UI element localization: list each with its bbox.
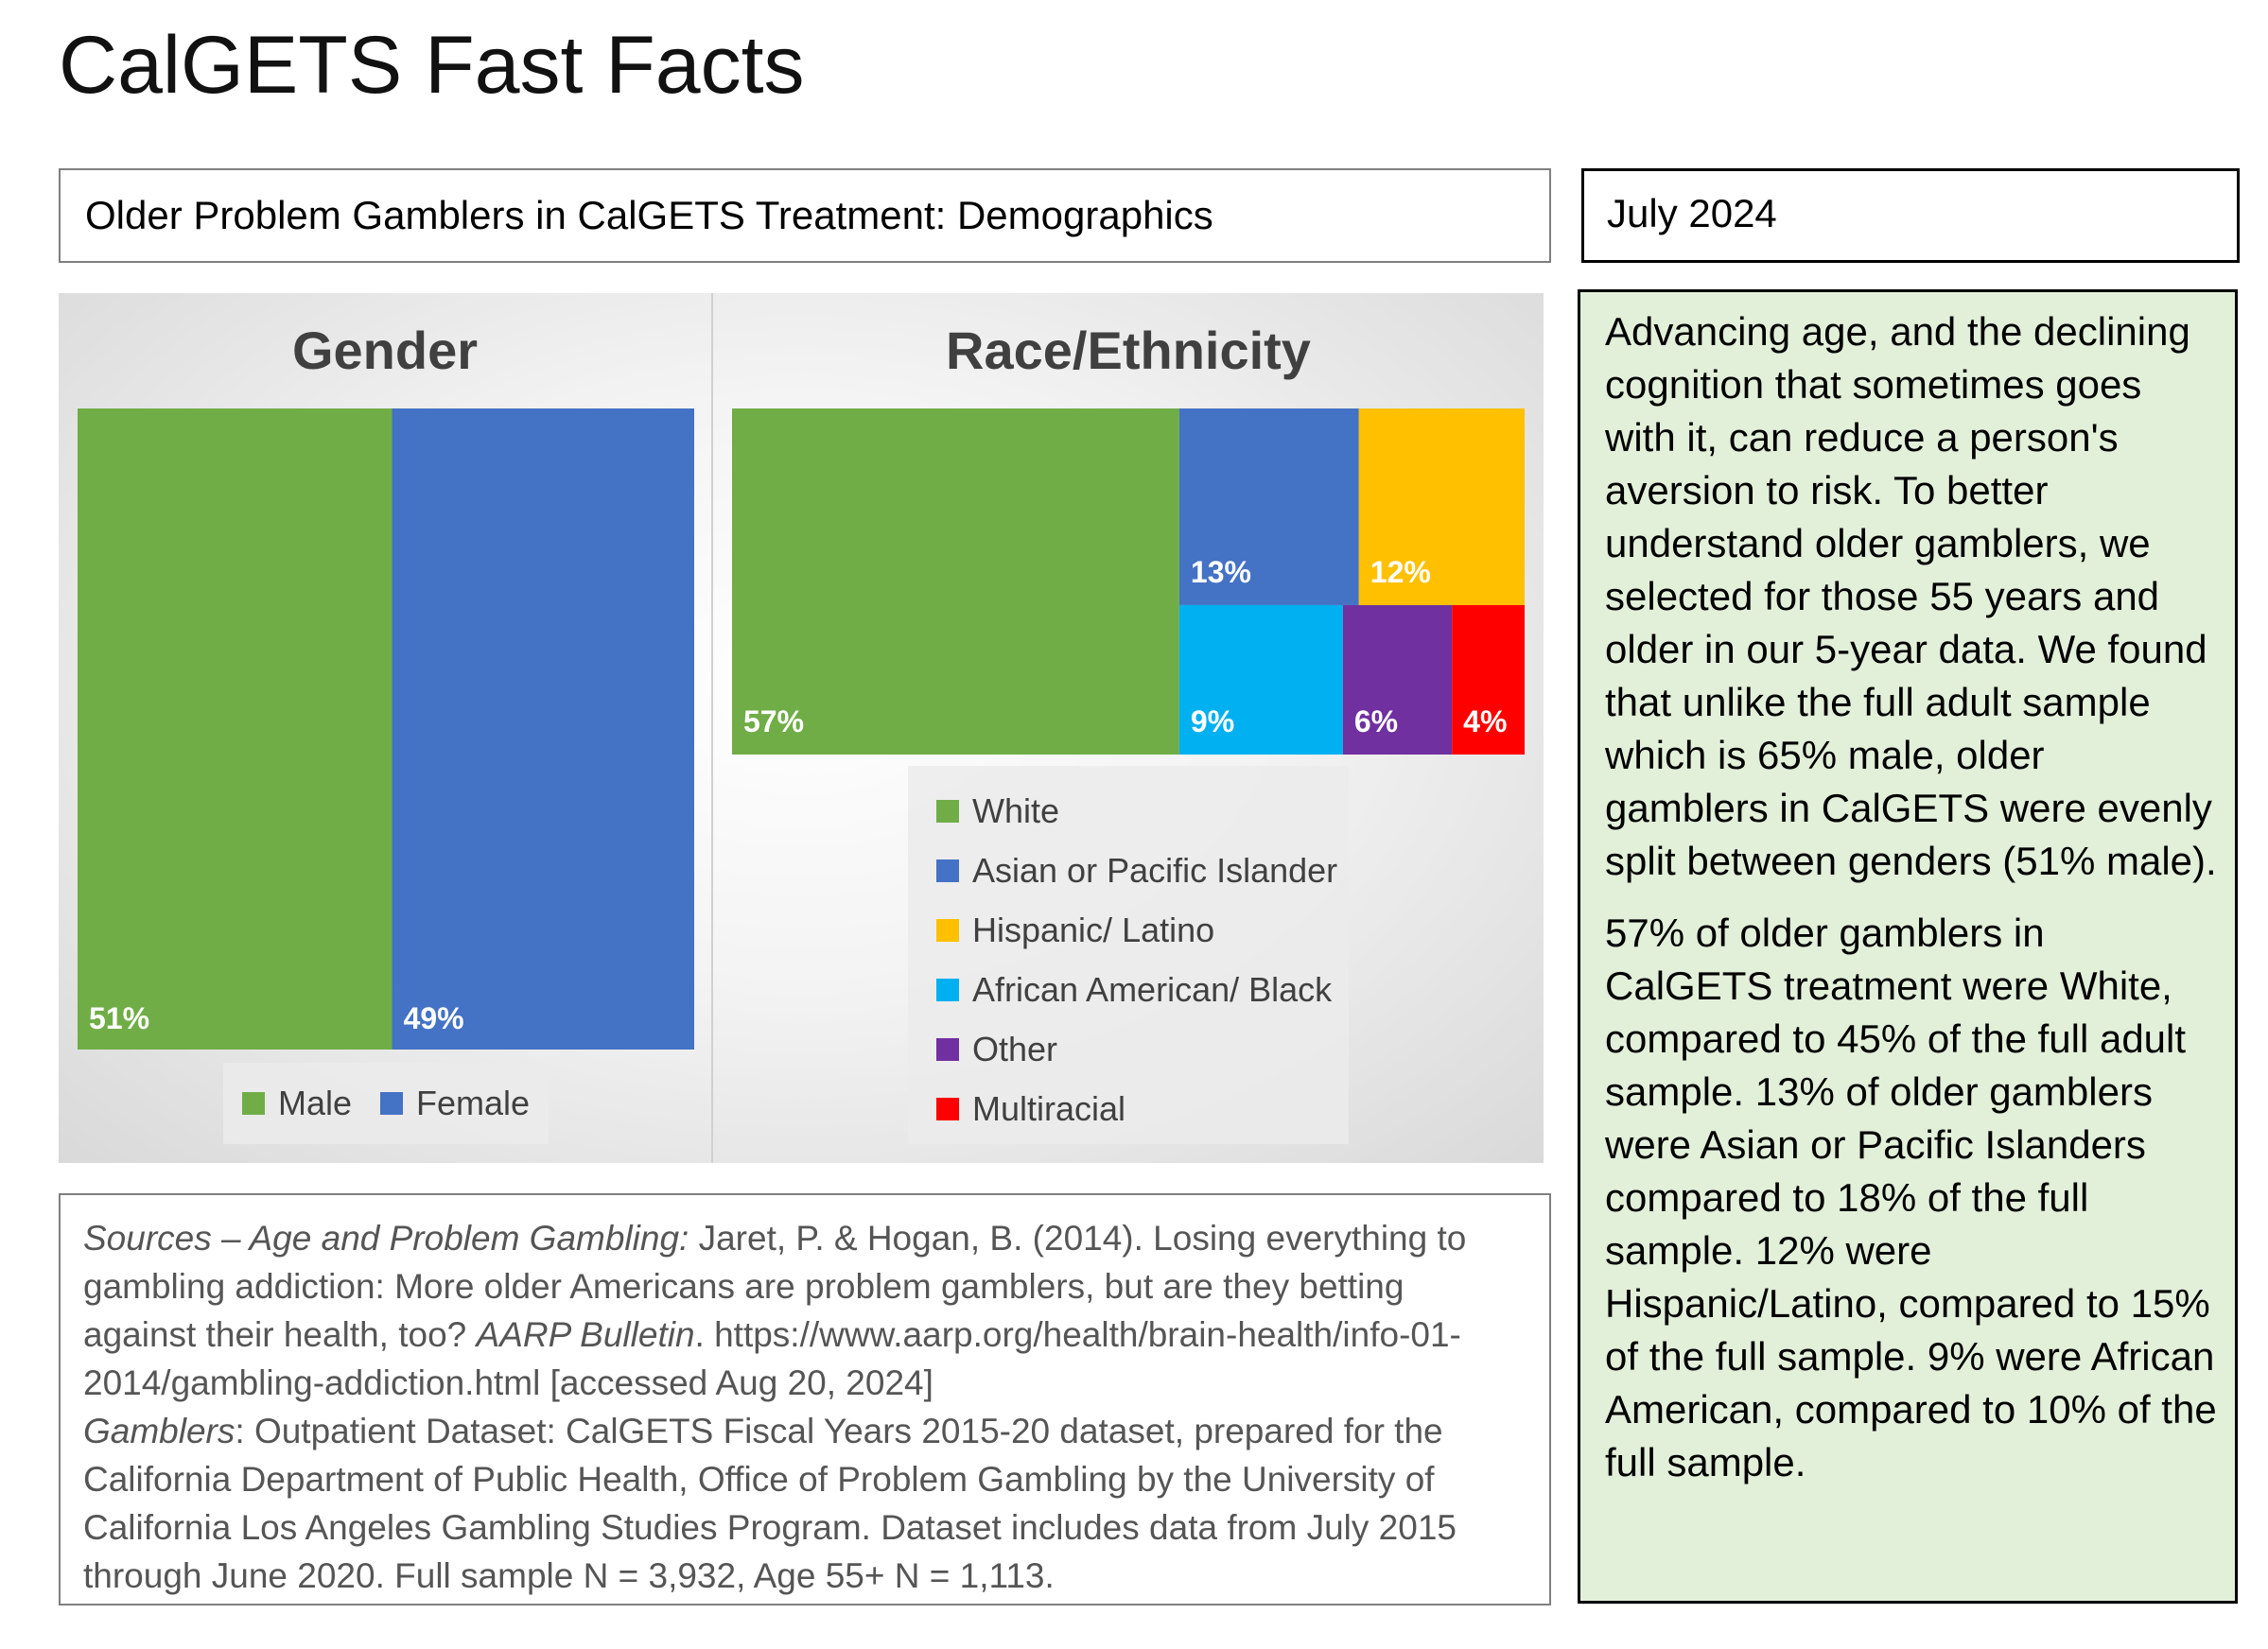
legend-item-multiracial: Multiracial bbox=[936, 1079, 1349, 1138]
sources-text: Jaret, P. & Hogan, B. (2014). Losing eve… bbox=[83, 1219, 1467, 1354]
legend-label: Other bbox=[972, 1029, 1058, 1068]
treemap-label-white: 57% bbox=[743, 704, 804, 738]
legend-label: Male bbox=[278, 1084, 353, 1122]
legend-swatch bbox=[936, 799, 959, 823]
gender-label-male: 51% bbox=[89, 1001, 149, 1035]
info-paragraph-1: Advancing age, and the declining cogniti… bbox=[1605, 309, 2217, 883]
treemap-cell-white bbox=[732, 408, 1179, 755]
treemap-label-asian-or-pacific-islander: 13% bbox=[1191, 555, 1251, 589]
legend-label: Hispanic/ Latino bbox=[972, 910, 1215, 949]
legend-item-white: White bbox=[936, 781, 1349, 841]
treemap-label-hispanic-latino: 12% bbox=[1370, 555, 1431, 589]
legend-swatch bbox=[936, 1037, 959, 1061]
gender-chart-title: Gender bbox=[291, 321, 479, 380]
sources-journal: AARP Bulletin bbox=[476, 1315, 695, 1354]
subtitle-box: Older Problem Gamblers in CalGETS Treatm… bbox=[59, 168, 1551, 263]
chart-divider bbox=[711, 293, 713, 1163]
info-box: Advancing age, and the declining cogniti… bbox=[1578, 289, 2238, 1604]
legend-label: Asian or Pacific Islander bbox=[972, 850, 1338, 890]
legend-item-african-american-black: African American/ Black bbox=[936, 960, 1349, 1019]
treemap-cell-multiracial bbox=[1452, 604, 1525, 755]
legend-label: Female bbox=[415, 1084, 530, 1122]
treemap-cell-hispanic-latino bbox=[1358, 408, 1525, 605]
date-box: July 2024 bbox=[1581, 168, 2240, 263]
legend-item-male: Male bbox=[242, 1084, 352, 1123]
treemap-cell-other bbox=[1342, 604, 1453, 755]
treemap-cell-asian-or-pacific-islander bbox=[1178, 408, 1359, 605]
legend-item-asian-or-pacific-islander: Asian or Pacific Islander bbox=[936, 841, 1349, 900]
treemap-cell-african-american-black bbox=[1178, 604, 1343, 755]
legend-swatch bbox=[936, 859, 959, 882]
gender-legend: Male Female bbox=[223, 1063, 549, 1144]
legend-item-female: Female bbox=[379, 1084, 530, 1123]
treemap-label-multiracial: 4% bbox=[1463, 704, 1507, 738]
legend-label: African American/ Black bbox=[972, 969, 1333, 1009]
info-paragraph-2: 57% of older gamblers in CalGETS treatme… bbox=[1605, 911, 2217, 1484]
sources-label: Sources – Age and Problem Gambling: bbox=[83, 1219, 689, 1258]
legend-swatch bbox=[936, 1097, 959, 1120]
legend-label: Multiracial bbox=[972, 1088, 1126, 1128]
legend-swatch bbox=[936, 978, 959, 1001]
gamblers-text: : Outpatient Dataset: CalGETS Fiscal Yea… bbox=[83, 1412, 1457, 1595]
legend-swatch bbox=[379, 1092, 403, 1115]
sources-url: . https://www.aarp.org/health/brain-heal… bbox=[83, 1315, 1461, 1402]
sources-box: Sources – Age and Problem Gambling: Jare… bbox=[59, 1193, 1551, 1606]
legend-swatch bbox=[936, 918, 959, 942]
gender-label-female: 49% bbox=[404, 1001, 464, 1035]
gender-bar-female bbox=[392, 408, 694, 1050]
treemap-label-african-american-black: 9% bbox=[1191, 704, 1234, 738]
legend-item-other: Other bbox=[936, 1019, 1349, 1079]
race-chart-title: Race/Ethnicity bbox=[946, 321, 1311, 380]
gender-bar-male bbox=[78, 408, 393, 1050]
treemap-label-other: 6% bbox=[1354, 704, 1398, 738]
race-chart: 57% 13% 12% 9% 6% 4% bbox=[732, 408, 1525, 755]
gamblers-label: Gamblers bbox=[83, 1412, 236, 1450]
gender-chart: 51% 49% bbox=[78, 408, 694, 1050]
legend-swatch bbox=[242, 1092, 265, 1115]
race-legend: White Asian or Pacific Islander Hispanic/ … bbox=[908, 766, 1349, 1144]
legend-label: White bbox=[972, 790, 1060, 830]
legend-item-hispanic-latino: Hispanic/ Latino bbox=[936, 900, 1349, 960]
page-title: CalGETS Fast Facts bbox=[59, 20, 805, 111]
